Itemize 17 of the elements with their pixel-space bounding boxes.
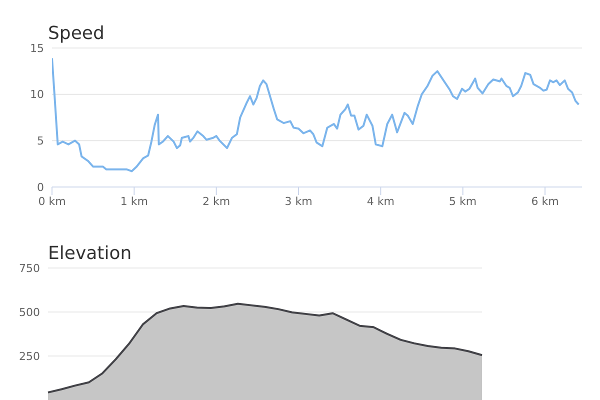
y-tick-label: 750 xyxy=(19,262,40,275)
x-tick-label: 2 km xyxy=(202,194,230,208)
y-tick-label: 0 xyxy=(37,180,44,194)
x-tick-label: 0 km xyxy=(38,194,66,208)
x-tick-label: 1 km xyxy=(120,194,148,208)
x-tick-label: 3 km xyxy=(284,194,312,208)
x-tick-label: 4 km xyxy=(366,194,394,208)
y-tick-label: 250 xyxy=(19,350,40,363)
chart-title: Elevation xyxy=(48,243,132,264)
y-tick-label: 15 xyxy=(30,42,44,55)
y-tick-label: 10 xyxy=(30,88,44,102)
line-series xyxy=(52,57,580,172)
x-tick-label: 5 km xyxy=(449,194,477,208)
y-tick-label: 500 xyxy=(19,306,40,319)
x-tick-label: 6 km xyxy=(531,194,559,208)
chart-title: Speed xyxy=(48,23,104,44)
y-tick-label: 5 xyxy=(37,134,44,148)
